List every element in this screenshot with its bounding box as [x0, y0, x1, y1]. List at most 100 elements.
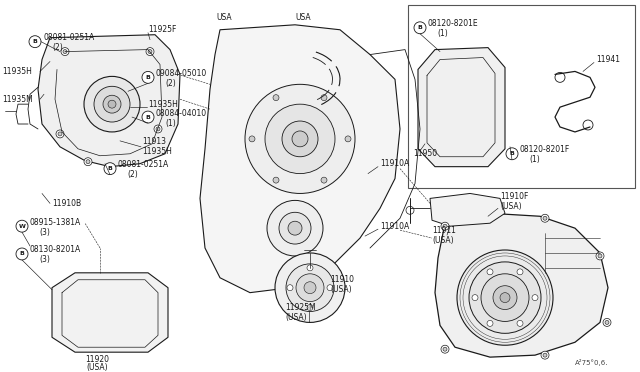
Polygon shape [435, 213, 608, 357]
Circle shape [84, 76, 140, 132]
Circle shape [245, 84, 355, 193]
Text: A²75°0,6.: A²75°0,6. [575, 359, 609, 366]
Circle shape [541, 214, 549, 222]
Text: (USA): (USA) [330, 285, 351, 294]
Polygon shape [52, 273, 168, 352]
Circle shape [273, 177, 279, 183]
Text: USA: USA [295, 13, 310, 22]
Circle shape [481, 274, 529, 321]
Text: 08130-8201A: 08130-8201A [30, 246, 81, 254]
Circle shape [288, 221, 302, 235]
Text: B: B [145, 75, 150, 80]
Circle shape [279, 212, 311, 244]
Text: (2): (2) [52, 43, 63, 52]
Circle shape [443, 347, 447, 351]
Text: B: B [33, 39, 37, 44]
Text: 11935H: 11935H [2, 67, 32, 76]
Text: B: B [145, 115, 150, 119]
Circle shape [506, 148, 518, 160]
Text: B: B [108, 166, 113, 171]
Circle shape [84, 158, 92, 166]
Text: USA: USA [216, 13, 232, 22]
Circle shape [321, 94, 327, 100]
Circle shape [148, 49, 152, 54]
Circle shape [472, 295, 478, 301]
Circle shape [596, 252, 604, 260]
Circle shape [598, 254, 602, 258]
Circle shape [443, 224, 447, 228]
Circle shape [517, 320, 523, 326]
Circle shape [146, 48, 154, 55]
Circle shape [154, 125, 162, 133]
Text: 11935M: 11935M [2, 95, 33, 104]
Text: 08120-8201E: 08120-8201E [428, 19, 479, 28]
Polygon shape [430, 193, 505, 226]
Circle shape [156, 127, 160, 131]
Circle shape [603, 318, 611, 326]
Circle shape [307, 305, 313, 311]
Text: 11935H: 11935H [148, 100, 178, 109]
Circle shape [86, 160, 90, 164]
Circle shape [500, 293, 510, 302]
Circle shape [555, 73, 565, 82]
Circle shape [304, 282, 316, 294]
Circle shape [543, 216, 547, 220]
Circle shape [487, 269, 493, 275]
Text: 08915-1381A: 08915-1381A [30, 218, 81, 227]
Text: (2): (2) [165, 79, 176, 88]
Text: (1): (1) [437, 29, 448, 38]
Circle shape [307, 265, 313, 271]
Circle shape [287, 285, 293, 291]
Circle shape [543, 353, 547, 357]
Text: 11950: 11950 [413, 149, 437, 158]
Text: 08081-0251A: 08081-0251A [118, 160, 169, 169]
Circle shape [142, 111, 154, 123]
Text: (3): (3) [39, 228, 50, 237]
Circle shape [469, 262, 541, 333]
Circle shape [16, 248, 28, 260]
Circle shape [275, 253, 345, 323]
Text: 11925F: 11925F [148, 25, 177, 34]
Circle shape [441, 222, 449, 230]
Bar [408, 5, 635, 189]
Text: W: W [19, 224, 26, 229]
Text: 11911: 11911 [432, 226, 456, 235]
Circle shape [321, 177, 327, 183]
Text: B: B [509, 151, 515, 156]
Text: 11910A: 11910A [380, 222, 409, 231]
Text: (USA): (USA) [285, 313, 307, 322]
Text: (USA): (USA) [500, 202, 522, 211]
Circle shape [286, 264, 334, 311]
Circle shape [273, 94, 279, 100]
Polygon shape [418, 48, 505, 167]
Circle shape [414, 22, 426, 34]
Circle shape [103, 95, 121, 113]
Circle shape [532, 295, 538, 301]
Circle shape [282, 121, 318, 157]
Circle shape [61, 48, 69, 55]
Text: 11910F: 11910F [500, 192, 529, 201]
Circle shape [345, 136, 351, 142]
Text: 11941: 11941 [596, 55, 620, 64]
Circle shape [94, 86, 130, 122]
Circle shape [104, 163, 116, 174]
Circle shape [142, 71, 154, 83]
Circle shape [265, 104, 335, 174]
Circle shape [267, 201, 323, 256]
Text: (3): (3) [39, 256, 50, 264]
Circle shape [605, 320, 609, 324]
Text: 08081-0251A: 08081-0251A [43, 33, 94, 42]
Circle shape [493, 286, 517, 310]
Text: (1): (1) [165, 119, 176, 128]
Text: (USA): (USA) [432, 235, 454, 244]
Circle shape [487, 320, 493, 326]
Text: 08120-8201F: 08120-8201F [520, 145, 570, 154]
Text: 11913: 11913 [142, 137, 166, 146]
Circle shape [63, 49, 67, 54]
Text: 08084-04010: 08084-04010 [156, 109, 207, 118]
Text: B: B [20, 251, 24, 256]
Text: 11910A: 11910A [380, 159, 409, 168]
Circle shape [441, 345, 449, 353]
Text: 11910B: 11910B [52, 199, 81, 208]
Circle shape [249, 136, 255, 142]
